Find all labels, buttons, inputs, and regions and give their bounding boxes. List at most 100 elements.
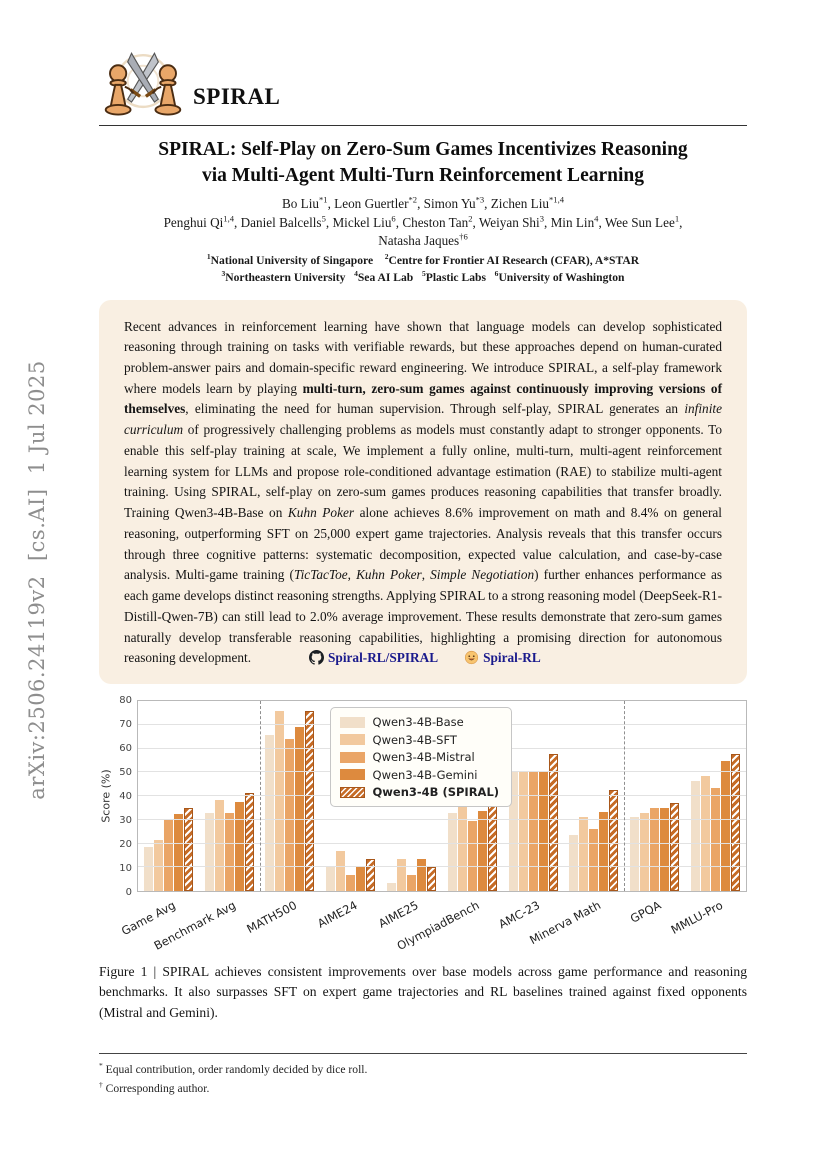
bar	[599, 811, 609, 891]
huggingface-icon	[465, 651, 479, 665]
repo-links: Spiral-RL/SPIRAL Spiral-RL	[251, 650, 541, 665]
legend-item: Qwen3-4B-SFT	[339, 732, 500, 747]
bar-group: Benchmark Avg	[152, 701, 260, 953]
bar-group: AIME25	[376, 701, 442, 931]
y-tick-label: 60	[119, 743, 132, 754]
bar	[650, 807, 660, 891]
bar	[467, 820, 477, 891]
plot-area: Game Avg Benchmark Avg MATH500 AIME24 AIME25…	[119, 700, 747, 953]
affiliations-line-2: 3Northeastern University 4Sea AI Lab 5Pl…	[221, 268, 625, 284]
bar	[356, 867, 366, 891]
legend-swatch	[339, 769, 365, 780]
abstract-box: Recent advances in reinforcement learnin…	[99, 299, 747, 684]
bar	[163, 818, 173, 891]
category-separator	[259, 701, 261, 891]
bar	[569, 834, 579, 891]
bar	[660, 807, 670, 891]
logo-wordmark: SPIRAL	[193, 84, 281, 109]
legend-swatch	[339, 716, 365, 728]
bar	[518, 772, 528, 891]
huggingface-link[interactable]: Spiral-RL	[464, 650, 541, 665]
bar	[721, 760, 731, 891]
bar	[589, 829, 599, 891]
y-axis-title: Score (%)	[99, 769, 113, 823]
bar	[234, 802, 244, 891]
bar-group: AIME24	[315, 701, 381, 931]
bar	[477, 811, 487, 891]
bar	[457, 802, 467, 891]
bar	[265, 735, 275, 891]
legend-label: Qwen3-4B (SPIRAL)	[372, 785, 500, 799]
y-tick-label: 20	[119, 839, 132, 850]
bar	[204, 812, 214, 891]
header: SPIRAL	[99, 0, 747, 120]
figure-1-chart: Score (%) 0 10 20 30 40 50 60 70 80 Game Avg Benc…	[99, 695, 747, 954]
bar	[427, 867, 437, 891]
bar-group: Game Avg	[119, 701, 199, 938]
footnote-equal-contribution: * Equal contribution, order randomly dec…	[99, 1061, 368, 1077]
bar	[508, 772, 518, 891]
bar	[326, 867, 336, 891]
y-tick-label: 0	[125, 887, 132, 898]
authors-line-1: Bo Liu*1, Leon Guertler*2, Simon Yu*3, Z…	[282, 195, 564, 212]
github-icon	[309, 650, 325, 665]
crossed-swords-icon	[126, 52, 160, 103]
y-axis-ticks: 0 10 20 30 40 50 60 70 80	[113, 695, 137, 898]
bar	[711, 788, 721, 891]
paper-title-line1: SPIRAL: Self-Play on Zero-Sum Games Ince…	[158, 139, 688, 160]
bar	[173, 813, 183, 891]
bar	[670, 803, 680, 891]
chart-legend: Qwen3-4B-Base Qwen3-4B-SFT Qwen3-4B-Mistra…	[329, 707, 513, 807]
legend-swatch	[339, 751, 365, 763]
legend-item: Qwen3-4B (SPIRAL)	[339, 785, 500, 799]
y-tick-label: 50	[119, 767, 132, 778]
legend-item: Qwen3-4B-Base	[339, 715, 500, 729]
authors-line-3: Natasha Jaques†6	[378, 232, 468, 249]
footnote-area: * Equal contribution, order randomly dec…	[99, 1053, 747, 1098]
legend-label: Qwen3-4B-SFT	[372, 732, 457, 747]
paper-title: SPIRAL: Self-Play on Zero-Sum Games Ince…	[99, 137, 747, 188]
spiral-logo-icon	[104, 52, 182, 116]
author-list: Bo Liu*1, Leon Guertler*2, Simon Yu*3, Z…	[99, 195, 747, 250]
bar	[214, 800, 224, 891]
bar	[244, 792, 254, 891]
y-tick-label: 10	[119, 863, 132, 874]
legend-item: Qwen3-4B-Gemini	[339, 767, 500, 782]
bar	[548, 754, 558, 891]
bar	[630, 817, 640, 891]
arxiv-stamp: arXiv:2506.24119v2 [cs.AI] 1 Jul 2025	[25, 360, 49, 800]
pawn-right	[151, 64, 182, 116]
bar	[224, 812, 234, 891]
bar	[387, 883, 397, 891]
github-link[interactable]: Spiral-RL/SPIRAL	[309, 650, 438, 665]
legend-label: Qwen3-4B-Gemini	[372, 767, 478, 782]
legend-label: Qwen3-4B-Mistral	[372, 750, 475, 764]
gridline	[138, 866, 746, 868]
gridline	[138, 818, 746, 820]
y-tick-label: 80	[119, 695, 132, 706]
bar-group: MATH500	[244, 701, 321, 936]
bar	[691, 780, 701, 891]
bar	[397, 859, 407, 891]
header-rule	[99, 125, 747, 126]
bar	[701, 776, 711, 891]
pawn-left	[104, 64, 135, 116]
bar-group: Minerva Math	[527, 701, 625, 947]
bar	[609, 790, 619, 891]
bar	[285, 739, 295, 891]
bar	[538, 772, 548, 891]
legend-item: Qwen3-4B-Mistral	[339, 750, 500, 764]
footnote-corresponding-author: † Corresponding author.	[99, 1080, 210, 1096]
y-tick-label: 40	[119, 791, 132, 802]
bar	[579, 817, 589, 891]
authors-line-2: Penghui Qi1,4, Daniel Balcells5, Mickel …	[163, 213, 683, 230]
bar	[336, 851, 346, 891]
footnote-rule	[99, 1053, 747, 1055]
y-tick-label: 70	[119, 719, 132, 730]
bar	[143, 847, 153, 891]
affiliations: 1National University of Singapore 2Centr…	[99, 253, 747, 287]
bar	[366, 859, 376, 891]
bar	[153, 839, 163, 891]
bar	[731, 754, 741, 891]
